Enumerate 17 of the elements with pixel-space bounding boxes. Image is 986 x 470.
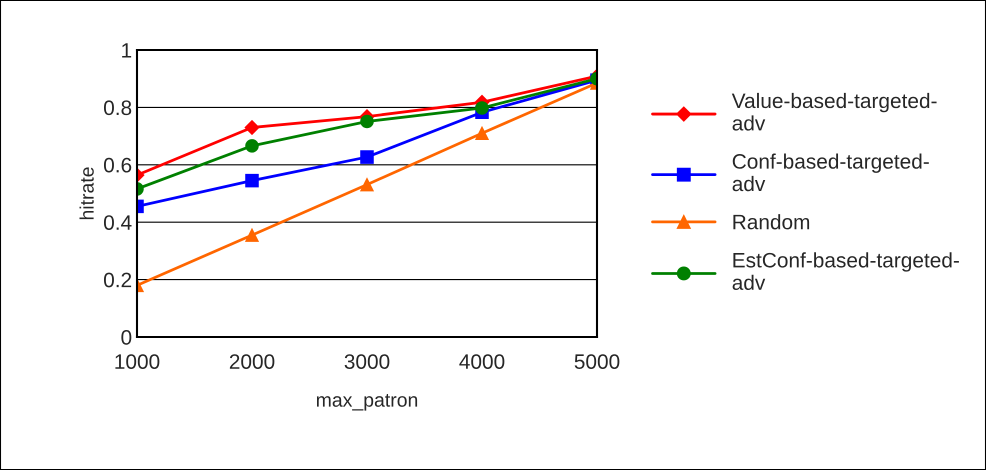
x-tick-label: 5000 xyxy=(574,354,620,369)
legend-label: Value-based-targeted-adv xyxy=(732,92,937,131)
y-tick-label: 0.6 xyxy=(104,158,132,173)
y-tick-label: 0.8 xyxy=(104,100,132,116)
y-tick-label: 0 xyxy=(121,330,132,345)
x-tick-label: 4000 xyxy=(459,354,504,369)
x-tick-label: 2000 xyxy=(230,354,274,369)
legend-label: Random xyxy=(733,214,810,230)
legend-label: Conf-based-targeted-adv xyxy=(732,153,929,192)
y-tick-label: 0.4 xyxy=(104,215,132,230)
legend-label: EstConf-based-targeted-adv xyxy=(732,252,959,290)
y-tick-label: 1 xyxy=(122,43,132,58)
x-tick-label: 1000 xyxy=(115,354,160,369)
y-axis-title: hitrate xyxy=(80,167,94,220)
x-axis-title: max_patron xyxy=(316,394,418,411)
y-tick-label: 0.2 xyxy=(104,272,132,288)
x-tick-label: 3000 xyxy=(344,354,390,369)
